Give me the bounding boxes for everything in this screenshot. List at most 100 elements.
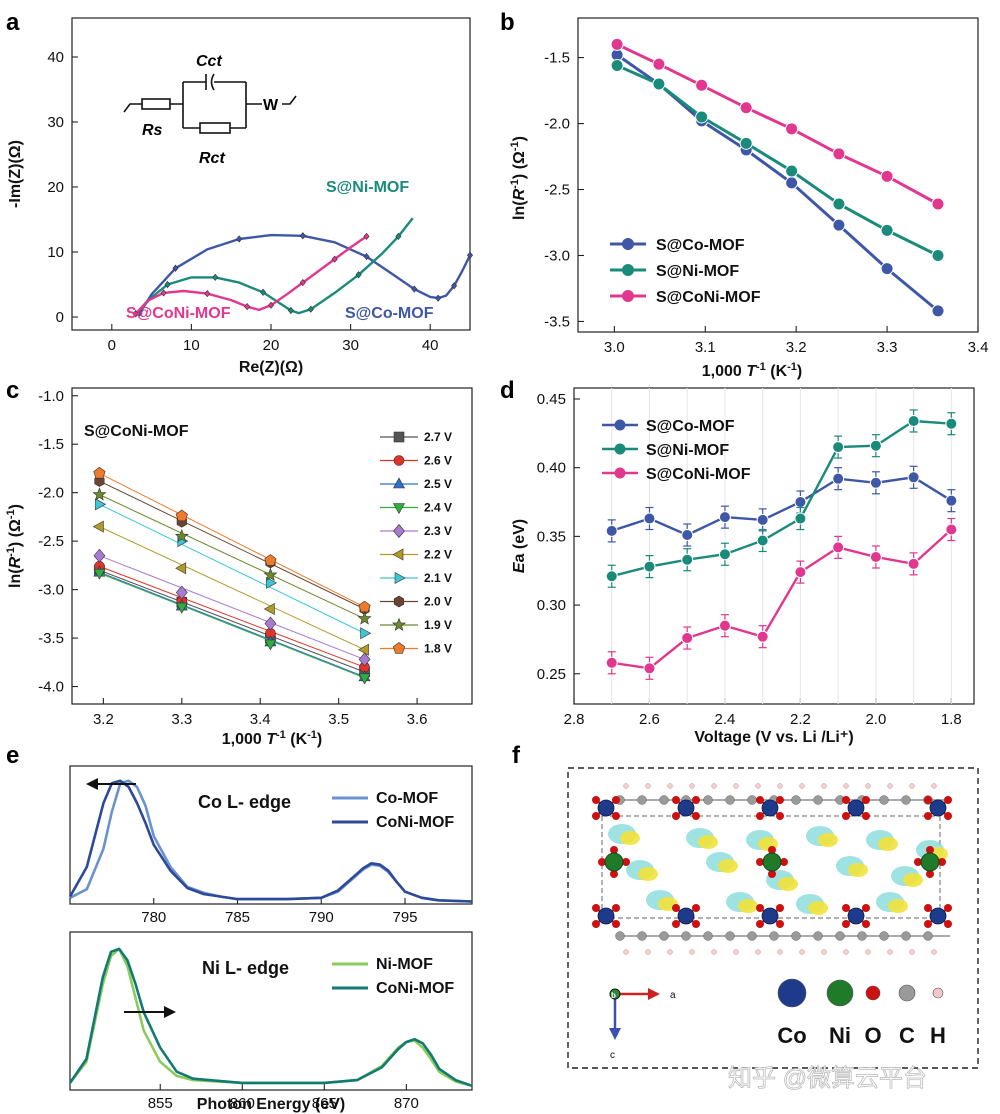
- oxygen-atom: [592, 920, 600, 928]
- oxygen-atom: [944, 796, 952, 804]
- carbon-atom: [681, 931, 691, 941]
- panel-c-fit-2.6 V: [99, 565, 365, 668]
- panel-d-ytick-label: 0.25: [537, 666, 566, 683]
- carbon-atom: [703, 795, 713, 805]
- oxygen-atom: [924, 796, 932, 804]
- panel-c-xlabel: 1,000 T-1 (K-1): [222, 729, 322, 748]
- hydrogen-atom: [909, 949, 915, 955]
- cobalt-atom: [761, 799, 779, 817]
- carbon-atom: [835, 931, 845, 941]
- panel-c-point-2.4 V: [93, 568, 106, 580]
- co-shift-arrow: [86, 778, 136, 790]
- hydrogen-atom: [843, 949, 849, 955]
- panel-b-ytick-label: -2.5: [544, 182, 570, 199]
- panel-c-point-2.3 V: [175, 585, 188, 600]
- hydrogen-atom: [799, 949, 805, 955]
- panel-a-point-S@Ni-MOF: [395, 232, 402, 240]
- panel-d-activation-energy: 2.8 2.6 2.4 2.2 2.0 1.8 0.25 0.30 0.35 0.40 0.45 V…: [511, 387, 975, 746]
- hydrogen-atom: [711, 783, 717, 789]
- panel-d-legend-label: S@Ni-MOF: [646, 442, 729, 459]
- panel-c-point-1.9 V: [263, 567, 278, 582]
- panel-a-ytick-label: 10: [47, 244, 64, 261]
- panel-e-ni-xtick-label: 855: [148, 1095, 173, 1112]
- panel-b-ytick-label: -3.5: [544, 313, 570, 330]
- panel-d-point-S@CoNi-MOF: [945, 523, 958, 536]
- panel-b-point-S@Ni-MOF: [652, 77, 666, 91]
- panel-c-point-2.3 V: [264, 616, 277, 631]
- panel-b-point-S@CoNi-MOF: [652, 57, 666, 71]
- panel-a-point-S@Ni-MOF: [212, 273, 219, 281]
- panel-c-fit-1.8 V: [99, 472, 365, 608]
- panel-d-point-S@Co-MOF: [832, 472, 845, 485]
- panel-b-point-S@CoNi-MOF: [739, 101, 753, 115]
- oxygen-atom: [692, 920, 700, 928]
- panel-b-xtick-label: 3.3: [877, 339, 898, 356]
- panel-c-point-2.3 V: [358, 652, 371, 667]
- panel-b-xtick-label: 3.0: [604, 339, 625, 356]
- panel-b-ytick-label: -1.5: [544, 50, 570, 67]
- panel-c-point-2.2 V: [263, 602, 275, 616]
- panel-label-c: c: [6, 377, 19, 404]
- carbon-atom: [637, 931, 647, 941]
- hydrogen-atom: [689, 783, 695, 789]
- panel-b-ytick-label: -3.0: [544, 247, 570, 264]
- oxygen-atom: [672, 796, 680, 804]
- panel-a-nyquist: 0 10 20 30 40 0 10 20 30 40 Re(Z)(Ω) -Im(Z)(Ω) Cc…: [7, 17, 474, 376]
- oxygen-atom: [924, 920, 932, 928]
- panel-c-frame: [71, 387, 473, 705]
- crystal-structure-render: [592, 783, 952, 955]
- charge-density-yellow: [620, 831, 640, 845]
- panel-d-point-S@Ni-MOF: [756, 534, 769, 547]
- oxygen-atom: [610, 846, 618, 854]
- element-legend-H-label: H: [930, 1023, 946, 1048]
- oxygen-atom: [610, 870, 618, 878]
- panel-d-point-S@CoNi-MOF: [756, 630, 769, 643]
- panel-b-xtick-label: 3.4: [968, 339, 989, 356]
- panel-a-xtick-label: 20: [263, 337, 280, 354]
- panel-b-point-S@Co-MOF: [832, 218, 846, 232]
- carbon-atom: [659, 931, 669, 941]
- hydrogen-atom: [843, 783, 849, 789]
- panel-c-point-2.2 V: [357, 643, 369, 656]
- panel-label-f: f: [512, 742, 521, 769]
- panel-a-ytick-label: 0: [56, 309, 64, 326]
- panel-c-legend-label: 2.2 V: [424, 548, 452, 562]
- carbon-atom: [725, 795, 735, 805]
- panel-a-line-S@CoNi-MOF: [134, 235, 368, 315]
- circuit-rs-label: Rs: [142, 122, 163, 139]
- panel-e-co-xtick-label: 795: [392, 909, 417, 926]
- panel-d-legend-marker: [614, 443, 626, 455]
- panel-a-point-S@Ni-MOF: [287, 306, 294, 315]
- panel-c-ytick-label: -3.5: [38, 630, 64, 647]
- panel-a-point-S@Ni-MOF: [355, 271, 362, 279]
- oxygen-atom: [944, 812, 952, 820]
- panel-c-point-2.3 V: [93, 548, 106, 563]
- panel-b-xtick-label: 3.1: [695, 339, 716, 356]
- panel-b-point-S@CoNi-MOF: [610, 37, 624, 51]
- hydrogen-atom: [645, 949, 651, 955]
- element-legend-O-label: O: [864, 1023, 881, 1048]
- panel-label-e: e: [6, 742, 19, 769]
- axis-a-label: a: [670, 990, 676, 1001]
- carbon-atom: [857, 931, 867, 941]
- panel-d-point-S@Co-MOF: [643, 512, 656, 525]
- axis-b-label: b: [611, 991, 616, 1000]
- panel-a-point-S@Ni-MOF: [164, 280, 171, 289]
- carbon-atom: [901, 931, 911, 941]
- hydrogen-atom: [887, 949, 893, 955]
- panel-a-ytick-label: 40: [47, 49, 64, 66]
- panel-b-point-S@CoNi-MOF: [785, 122, 799, 136]
- panel-a-xtick-label: 0: [108, 337, 116, 354]
- panel-c-point-2.2 V: [92, 520, 104, 533]
- panel-d-xtick-label: 2.4: [715, 711, 736, 728]
- oxygen-atom: [862, 796, 870, 804]
- panel-b-point-S@Co-MOF: [931, 304, 945, 318]
- panel-b-frame: [577, 17, 979, 333]
- panel-b-legend-marker: [622, 238, 634, 250]
- panel-c-legend-label: 1.9 V: [424, 618, 452, 632]
- hydrogen-atom: [645, 783, 651, 789]
- panel-a-line-S@Ni-MOF: [134, 217, 414, 315]
- panel-c-ytick-label: -1.5: [38, 436, 64, 453]
- panel-e-co-xtick-label: 780: [141, 909, 166, 926]
